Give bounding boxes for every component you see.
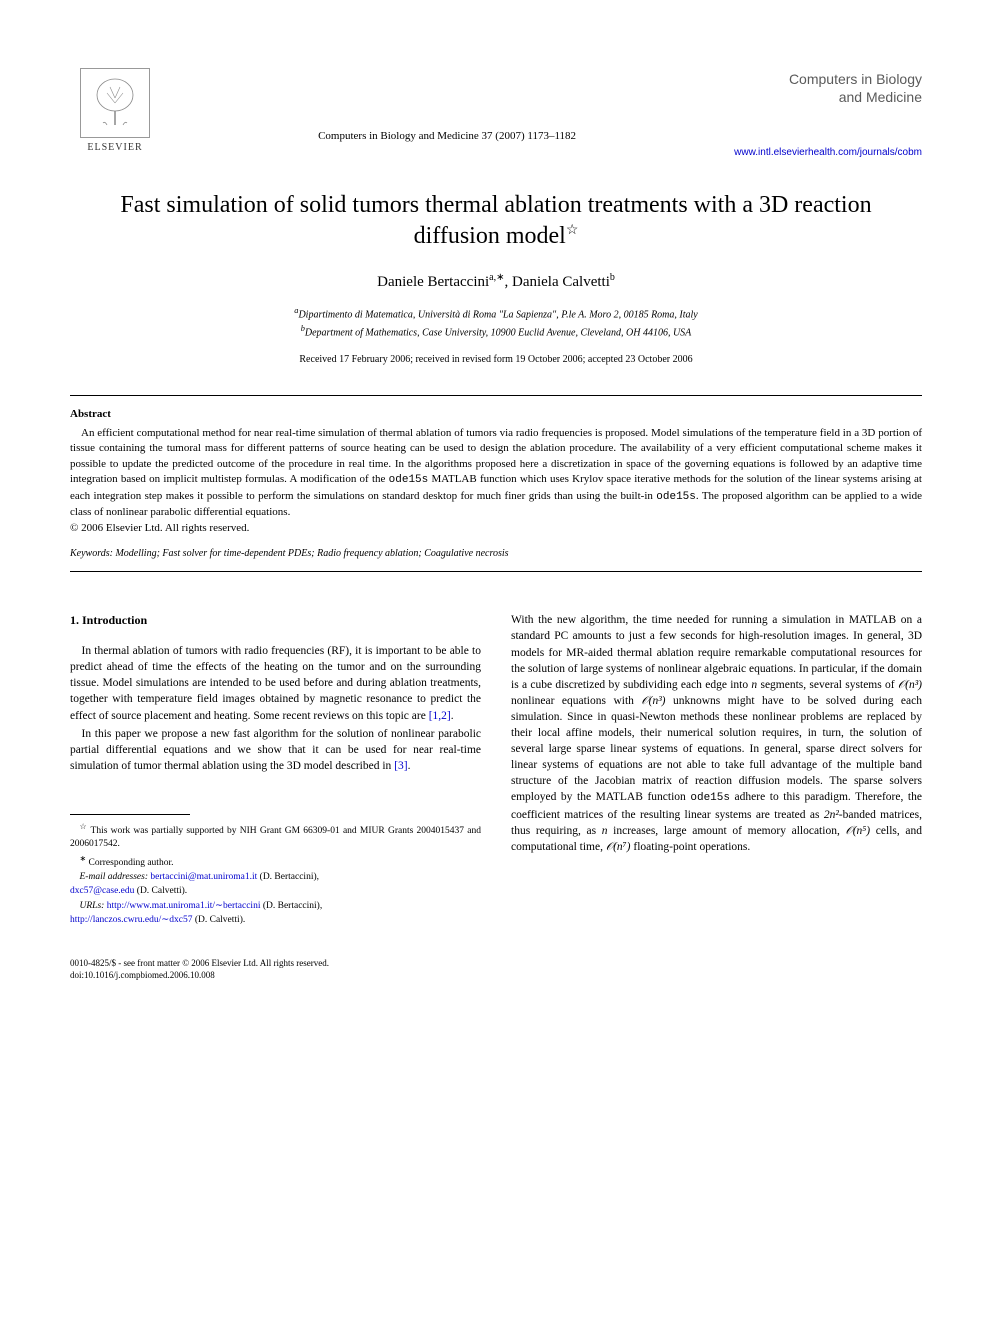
reference-link-3[interactable]: [3] [394,760,407,772]
title-footnote-marker: ☆ [566,223,579,238]
right-column: With the new algorithm, the time needed … [511,612,922,928]
divider-top [70,395,922,396]
reference-link-1-2[interactable]: [1,2] [429,710,451,722]
email-link-2[interactable]: dxc57@case.edu [70,886,134,896]
journal-name-line1: Computers in Biology [734,70,922,88]
email-link-1[interactable]: bertaccini@mat.uniroma1.it [150,872,257,882]
author-1-name: Daniele Bertaccini [377,274,489,290]
section-1-heading: 1. Introduction [70,612,481,629]
publisher-name: ELSEVIER [87,142,142,153]
author-2-markers: b [610,272,615,283]
header-row: ELSEVIER Computers in Biology and Medici… [70,60,922,160]
article-title: Fast simulation of solid tumors thermal … [110,190,882,252]
intro-paragraph-2: In this paper we propose a new fast algo… [70,726,481,774]
keywords-line: Keywords: Modelling; Fast solver for tim… [70,548,922,559]
intro-paragraph-1: In thermal ablation of tumors with radio… [70,643,481,723]
copyright-line: 0010-4825/$ - see front matter © 2006 El… [70,958,922,970]
code-ode15s-2: ode15s [656,491,696,503]
author-2-name: Daniela Calvetti [512,274,610,290]
divider-bottom [70,571,922,572]
title-text: Fast simulation of solid tumors thermal … [120,192,871,249]
journal-name-line2: and Medicine [734,88,922,106]
code-ode15s-1: ode15s [389,474,429,486]
math-order-n5: 𝒪(n⁵) [845,825,870,837]
journal-branding: Computers in Biology and Medicine www.in… [734,60,922,159]
journal-citation: Computers in Biology and Medicine 37 (20… [160,60,734,142]
math-order-n3-1: 𝒪(n³) [898,679,922,691]
journal-url-link[interactable]: www.intl.elsevierhealth.com/journals/cob… [734,146,922,159]
abstract-copyright: © 2006 Elsevier Ltd. All rights reserved… [70,522,922,534]
intro-paragraph-continued: With the new algorithm, the time needed … [511,612,922,855]
bottom-metadata: 0010-4825/$ - see front matter © 2006 El… [70,958,922,981]
author-1-markers: a,∗ [489,272,504,283]
abstract-body: An efficient computational method for ne… [70,426,922,520]
author-separator: , [504,274,512,290]
affiliation-b: bDepartment of Mathematics, Case Univers… [70,323,922,340]
code-ode15s-3: ode15s [690,792,730,804]
footnote-funding: ☆ This work was partially supported by N… [70,821,481,852]
footnote-email-2: dxc57@case.edu (D. Calvetti). [70,885,481,898]
math-order-n7: 𝒪(n⁷) [606,841,631,853]
body-columns: 1. Introduction In thermal ablation of t… [70,612,922,928]
publisher-logo: ELSEVIER [70,60,160,160]
left-column: 1. Introduction In thermal ablation of t… [70,612,481,928]
footnotes: ☆ This work was partially supported by N… [70,821,481,927]
footnote-corresponding: ∗ Corresponding author. [70,853,481,870]
authors-line: Daniele Bertaccinia,∗, Daniela Calvettib [70,272,922,291]
url-link-2[interactable]: http://lanczos.cwru.edu/∼dxc57 [70,915,192,925]
footnote-urls: URLs: http://www.mat.uniroma1.it/∼bertac… [70,900,481,913]
elsevier-tree-icon [80,68,150,138]
keywords-label: Keywords: [70,548,113,559]
math-2n2: 2n² [824,809,839,821]
keywords-text: Modelling; Fast solver for time-dependen… [113,548,509,559]
footnote-url-2: http://lanczos.cwru.edu/∼dxc57 (D. Calve… [70,914,481,927]
affiliations: aDipartimento di Matematica, Università … [70,305,922,340]
affiliation-a: aDipartimento di Matematica, Università … [70,305,922,322]
url-link-1[interactable]: http://www.mat.uniroma1.it/∼bertaccini [107,901,261,911]
footnote-emails: E-mail addresses: bertaccini@mat.uniroma… [70,871,481,884]
article-dates: Received 17 February 2006; received in r… [70,354,922,365]
footnotes-divider [70,814,190,815]
abstract-heading: Abstract [70,408,922,420]
doi-line: doi:10.1016/j.compbiomed.2006.10.008 [70,970,922,982]
math-order-n3-2: 𝒪(n³) [641,695,665,707]
